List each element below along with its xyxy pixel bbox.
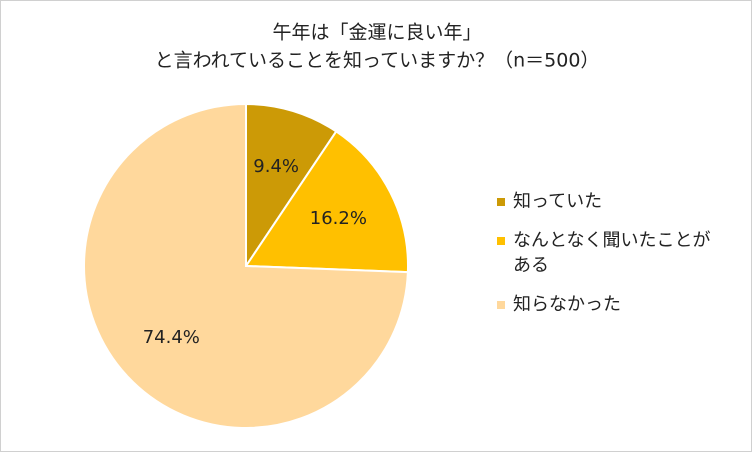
legend-swatch <box>497 198 505 206</box>
legend: 知っていたなんとなく聞いたことがある知らなかった <box>497 189 725 331</box>
value-label: 16.2% <box>310 208 367 229</box>
legend-label: 知らなかった <box>513 294 621 315</box>
chart-title: 午年は「金運に良い年」 <box>272 22 481 44</box>
pie-slice <box>83 102 409 429</box>
chart-title: と言われていることを知っていますか？（n＝500） <box>155 50 600 72</box>
legend-label: なんとなく聞いたことがある <box>513 230 711 276</box>
legend-item: なんとなく聞いたことがある <box>497 228 725 278</box>
value-label: 74.4% <box>143 327 200 348</box>
pie-slice <box>244 130 409 274</box>
legend-swatch <box>497 237 505 245</box>
legend-label: 知っていた <box>513 191 603 212</box>
legend-item: 知らなかった <box>497 292 725 317</box>
value-label: 9.4% <box>253 156 299 177</box>
legend-item: 知っていた <box>497 189 725 214</box>
pie-slice <box>245 102 338 270</box>
legend-swatch <box>497 301 505 309</box>
